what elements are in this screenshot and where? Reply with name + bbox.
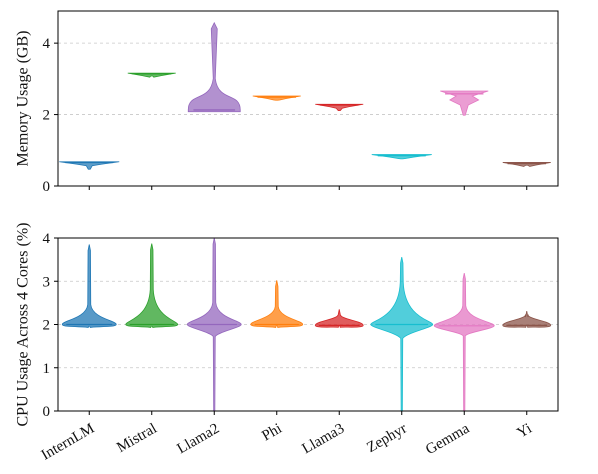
memory-ylabel: Memory Usage (GB) xyxy=(15,31,32,167)
cpu-ytick-label-3: 3 xyxy=(43,274,51,290)
xtick-label-phi: Phi xyxy=(259,421,284,445)
cpu-usage-panel: 0 1 2 3 4 CPU Usage Across 4 Cores (%) InternL… xyxy=(15,223,559,464)
xtick-label-llama3: Llama3 xyxy=(300,421,348,458)
memory-violin-phi xyxy=(252,95,301,101)
cpu-violin-llama3 xyxy=(314,309,364,328)
cpu-ytick-label-0: 0 xyxy=(43,404,51,420)
memory-violin-internlm xyxy=(59,161,120,170)
memory-ytick-label-2: 2 xyxy=(43,108,51,124)
memory-violin-yi xyxy=(502,162,551,167)
xtick-label-mistral: Mistral xyxy=(114,421,160,457)
cpu-violin-internlm xyxy=(61,244,117,329)
memory-axes-frame xyxy=(57,10,559,187)
cpu-violin-body-llama3 xyxy=(314,309,364,328)
memory-violin-llama3 xyxy=(315,103,364,112)
cpu-violin-body-phi xyxy=(250,280,304,329)
memory-violin-body-llama2 xyxy=(187,21,241,113)
cpu-ytick-label-2: 2 xyxy=(43,318,51,334)
cpu-ytick-label-1: 1 xyxy=(43,361,51,377)
xtick-label-yi: Yi xyxy=(514,421,534,442)
xtick-label-internlm: InternLM xyxy=(39,421,98,464)
cpu-violin-body-internlm xyxy=(61,244,117,329)
memory-usage-panel: 0 2 4 Memory Usage (GB) xyxy=(15,10,559,195)
xtick-label-llama2: Llama2 xyxy=(175,421,223,458)
cpu-violin-zephyr xyxy=(370,256,434,412)
memory-ytick-label-4: 4 xyxy=(43,36,51,52)
memory-violin-body-gemma xyxy=(440,90,489,116)
xtick-label-zephyr: Zephyr xyxy=(364,421,410,457)
cpu-violin-gemma xyxy=(433,272,495,412)
cpu-violin-body-mistral xyxy=(125,243,179,329)
cpu-ylabel: CPU Usage Across 4 Cores (%) xyxy=(15,223,32,427)
memory-violin-mistral xyxy=(127,72,176,78)
cpu-violin-body-gemma xyxy=(433,272,495,412)
cpu-ytick-label-4: 4 xyxy=(43,231,51,247)
cpu-violin-phi xyxy=(250,280,304,329)
cpu-violin-body-zephyr xyxy=(370,256,434,412)
xtick-label-gemma: Gemma xyxy=(423,420,472,458)
cpu-violin-mistral xyxy=(125,243,179,329)
memory-ytick-label-0: 0 xyxy=(43,179,51,195)
memory-violin-zephyr xyxy=(371,154,432,160)
cpu-violin-yi xyxy=(502,311,552,328)
memory-violin-llama2 xyxy=(187,21,241,113)
cpu-violin-llama2 xyxy=(186,237,242,412)
memory-violin-gemma xyxy=(440,90,489,116)
